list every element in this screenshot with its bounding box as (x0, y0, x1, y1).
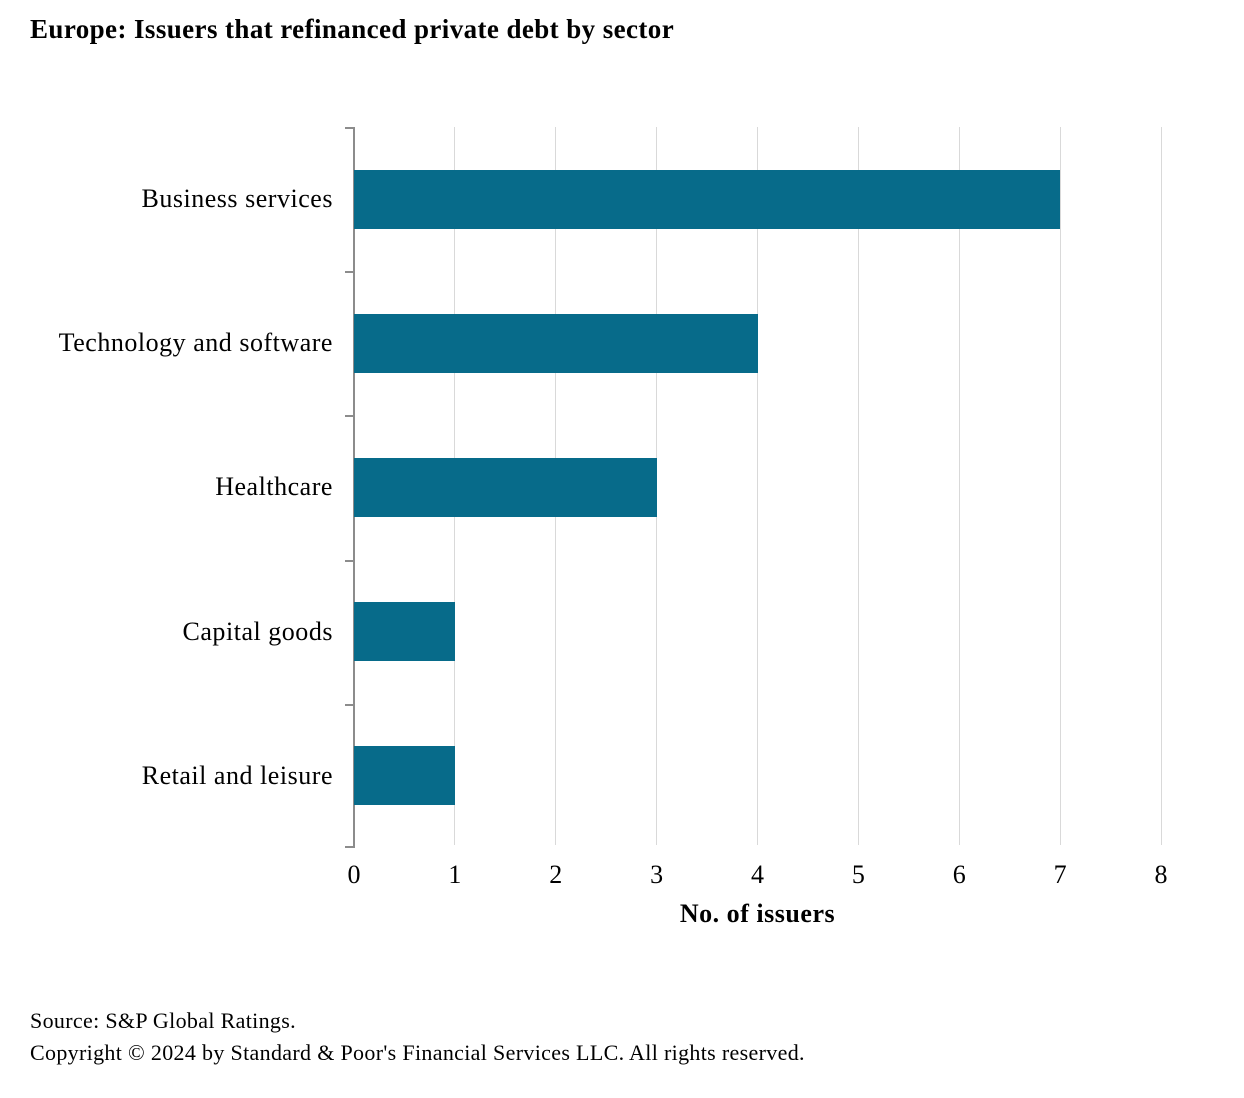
bar (354, 602, 455, 662)
source-note: Source: S&P Global Ratings. (30, 1008, 296, 1033)
category-label: Technology and software (58, 328, 333, 358)
y-axis-tick (345, 704, 354, 706)
y-axis-tick (345, 560, 354, 562)
x-tick-label: 7 (1053, 860, 1067, 889)
gridline (1160, 127, 1162, 845)
bar (354, 746, 455, 806)
category-label: Capital goods (182, 616, 333, 646)
gridline (656, 127, 658, 845)
bar (354, 458, 657, 517)
category-label: Retail and leisure (141, 760, 333, 790)
category-label: Business services (141, 184, 333, 214)
x-tick-label: 4 (751, 860, 764, 889)
chart-title: Europe: Issuers that refinanced private … (30, 14, 675, 44)
category-label: Healthcare (215, 472, 333, 502)
x-tick-label: 1 (448, 860, 462, 889)
gridline (757, 127, 758, 845)
gridline (857, 127, 859, 845)
x-axis-title: No. of issuers (679, 899, 836, 928)
y-axis-tick (345, 127, 354, 129)
copyright-note: Copyright © 2024 by Standard & Poor's Fi… (30, 1040, 805, 1065)
x-tick-label: 5 (851, 860, 865, 889)
x-tick-label: 0 (347, 860, 361, 889)
bar (354, 169, 1061, 229)
y-axis-tick (345, 415, 354, 417)
bar (354, 313, 758, 373)
x-tick-label: 8 (1154, 860, 1168, 889)
y-axis-tick (345, 846, 354, 848)
x-tick-label: 3 (650, 860, 664, 889)
gridline (1059, 127, 1061, 845)
gridline (958, 127, 960, 845)
y-axis-tick (345, 271, 354, 273)
plot-area: 0 1 2 3 4 5 6 7 8 Business services Technology and… (59, 127, 1168, 889)
x-tick-label: 6 (952, 860, 966, 889)
x-tick-label: 2 (549, 860, 563, 889)
